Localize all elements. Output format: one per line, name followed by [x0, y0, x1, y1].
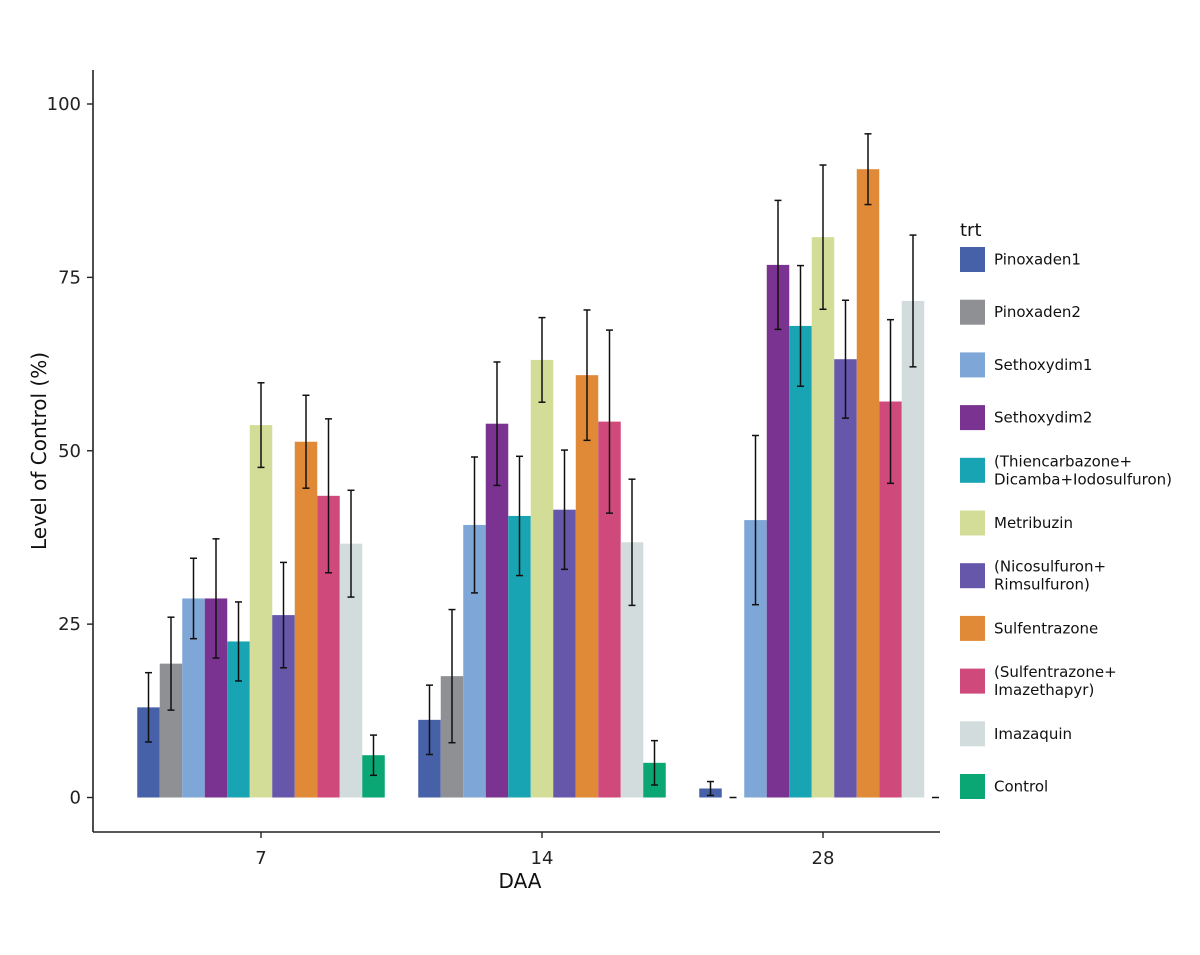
bar: [553, 509, 576, 798]
y-tick-label: 75: [58, 267, 81, 288]
legend-label: Sethoxydim1: [994, 356, 1092, 374]
legend-label: (Thiencarbazone+: [994, 452, 1132, 470]
bar: [463, 524, 486, 798]
x-tick-label: 28: [812, 848, 835, 869]
legend-label: Metribuzin: [994, 514, 1073, 532]
x-tick-label: 7: [255, 848, 266, 869]
x-tick-label: 14: [531, 848, 554, 869]
bar: [530, 359, 554, 798]
bar: [744, 520, 767, 798]
legend-swatch: [960, 774, 985, 799]
y-tick-label: 50: [58, 441, 81, 462]
ticks-layer: 0 25 50 75 100 7 14 28: [47, 94, 835, 869]
bar: [339, 543, 363, 798]
bar: [204, 598, 228, 798]
legend-label: Dicamba+Iodosulfuron): [994, 470, 1172, 488]
legend-swatch: [960, 721, 985, 747]
bar: [508, 515, 531, 798]
bar: [901, 300, 925, 798]
legend-title: trt: [960, 220, 982, 241]
bar: [418, 719, 441, 798]
bar: [575, 375, 599, 798]
legend-label: Sethoxydim2: [994, 409, 1092, 427]
bar: [620, 542, 644, 798]
bar: [227, 641, 250, 798]
bar: [598, 421, 621, 798]
bar: [317, 495, 340, 798]
y-axis-title: Level of Control (%): [27, 352, 51, 550]
y-tick-label: 0: [70, 788, 81, 809]
legend-label: Sulfentrazone: [994, 619, 1098, 637]
bar: [182, 598, 205, 798]
bar: [159, 663, 183, 798]
legend-swatch: [960, 457, 985, 483]
bars-layer: [137, 169, 925, 798]
legend-swatch: [960, 405, 985, 431]
bar: [249, 425, 273, 798]
y-tick-label: 25: [58, 614, 81, 635]
bar: [879, 401, 902, 798]
bar: [294, 441, 318, 798]
bar: [485, 423, 509, 798]
bar: [811, 237, 835, 798]
legend-label: (Sulfentrazone+: [994, 663, 1117, 681]
y-tick-label: 100: [47, 94, 81, 115]
bar: [137, 707, 160, 798]
bar: [272, 615, 295, 798]
legend-swatch: [960, 510, 985, 536]
legend-swatch: [960, 299, 985, 325]
legend-label: Imazethapyr): [994, 681, 1094, 699]
bar: [834, 359, 857, 798]
bar: [789, 325, 812, 798]
legend-label: Imazaquin: [994, 725, 1072, 743]
x-axis-title: DAA: [499, 869, 542, 893]
legend-swatch: [960, 352, 985, 378]
legend-swatch: [960, 563, 985, 589]
legend-swatch: [960, 668, 985, 694]
legend-swatch: [960, 615, 985, 641]
legend-label: (Nicosulfuron+: [994, 558, 1106, 576]
legend-label: Pinoxaden1: [994, 251, 1081, 269]
legend: trt Pinoxaden1 Pinoxaden2 Sethoxydim1 Setho…: [960, 220, 1172, 799]
error-bars-layer: [145, 133, 939, 799]
bar: [856, 169, 880, 798]
legend-label: Pinoxaden2: [994, 303, 1081, 321]
bar: [766, 264, 790, 798]
legend-label: Control: [994, 778, 1048, 796]
legend-swatch: [960, 247, 985, 272]
bar: [362, 755, 385, 798]
legend-label: Rimsulfuron): [994, 576, 1090, 594]
